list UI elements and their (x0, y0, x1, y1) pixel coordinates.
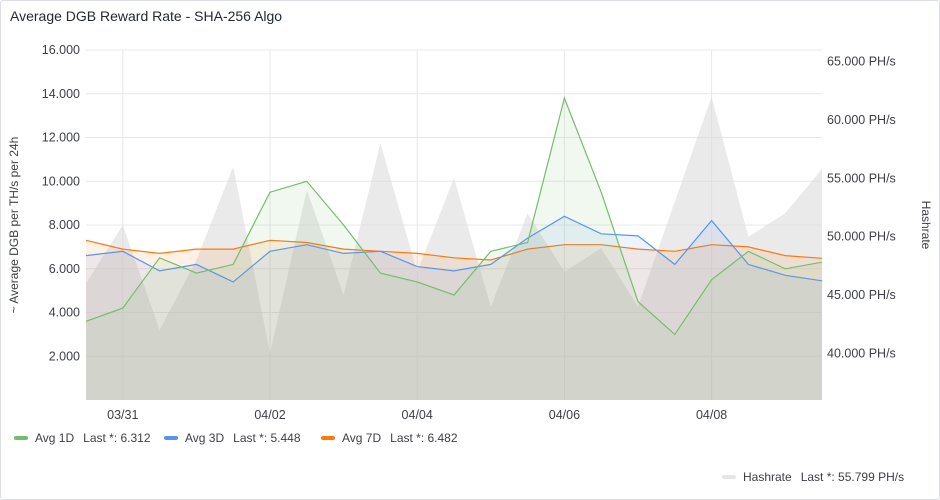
x-tick-label: 03/31 (107, 408, 138, 422)
y-tick-label: 4.000 (49, 306, 80, 320)
legend-last-avg-3d: Last *: 5.448 (233, 431, 301, 445)
series-area-avg-7d (86, 240, 822, 400)
legend-label-avg-7d: Avg 7D (342, 431, 382, 445)
legend-item-avg-1d[interactable]: Avg 1D Last *: 6.312 (14, 431, 151, 445)
x-tick-label: 04/02 (254, 408, 285, 422)
legend-swatch-avg-3d (164, 436, 178, 440)
y-tick-label: 10.000 (42, 174, 80, 188)
y-tick-label: 2.000 (49, 349, 80, 363)
legend-last-hashrate: Last *: 55.799 PH/s (800, 470, 905, 484)
legend-item-avg-7d[interactable]: Avg 7D Last *: 6.482 (321, 431, 458, 445)
legend-label-hashrate: Hashrate (743, 470, 792, 484)
panel-title: Average DGB Reward Rate - SHA-256 Algo (10, 8, 283, 24)
series-area-hashrate (86, 96, 822, 400)
y-right-tick-label: 50.000 PH/s (827, 230, 896, 244)
y-tick-label: 8.000 (49, 218, 80, 232)
x-tick-label: 04/08 (696, 408, 727, 422)
legend-item-avg-3d[interactable]: Avg 3D Last *: 5.448 (164, 431, 301, 445)
legend-swatch-avg-1d (14, 436, 28, 440)
legend-swatch-hashrate (722, 475, 736, 479)
y-tick-label: 16.000 (42, 43, 80, 57)
legend-last-avg-1d: Last *: 6.312 (83, 431, 151, 445)
y-right-tick-label: 60.000 PH/s (827, 113, 896, 127)
legend-last-avg-7d: Last *: 6.482 (390, 431, 458, 445)
series-line-avg-7d (85, 239, 823, 261)
y-right-tick-label: 40.000 PH/s (827, 346, 896, 360)
y-right-tick-label: 55.000 PH/s (827, 171, 896, 185)
y-axis-label: ~ Average DGB per TH/s per 24h (7, 137, 21, 314)
y-tick-label: 12.000 (42, 131, 80, 145)
x-tick-label: 04/06 (549, 408, 580, 422)
y-right-tick-label: 65.000 PH/s (827, 55, 896, 69)
series-area-avg-1d (86, 98, 822, 400)
series-area-avg-3d (86, 216, 822, 400)
y-tick-label: 14.000 (42, 87, 80, 101)
y-right-tick-label: 45.000 PH/s (827, 288, 896, 302)
legend-swatch-avg-7d (321, 436, 335, 440)
y-tick-label: 6.000 (49, 262, 80, 276)
x-tick-label: 04/04 (402, 408, 433, 422)
legend-item-hashrate[interactable]: Hashrate Last *: 55.799 PH/s (722, 470, 904, 484)
legend-label-avg-3d: Avg 3D (185, 431, 225, 445)
y-axis-label-right: Hashrate (919, 201, 933, 250)
legend-label-avg-1d: Avg 1D (35, 431, 75, 445)
